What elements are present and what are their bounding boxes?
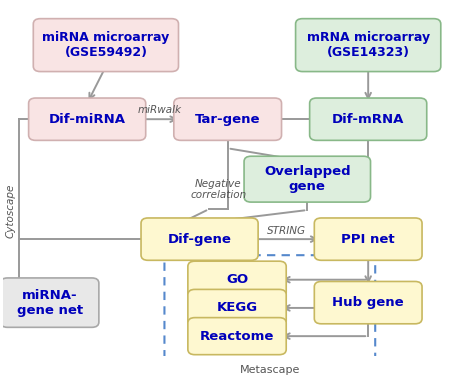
- FancyBboxPatch shape: [244, 156, 371, 202]
- Text: KEGG: KEGG: [217, 302, 257, 314]
- Text: STRING: STRING: [267, 226, 306, 237]
- Text: Tar-gene: Tar-gene: [195, 113, 260, 126]
- Text: Dif-mRNA: Dif-mRNA: [332, 113, 404, 126]
- FancyBboxPatch shape: [314, 218, 422, 260]
- FancyBboxPatch shape: [33, 19, 179, 71]
- Text: Cytoscape: Cytoscape: [6, 184, 16, 238]
- Text: Hub gene: Hub gene: [332, 296, 404, 309]
- Text: GO: GO: [226, 273, 248, 286]
- FancyBboxPatch shape: [188, 290, 286, 326]
- Text: mRNA microarray
(GSE14323): mRNA microarray (GSE14323): [307, 31, 430, 59]
- Text: Overlapped
gene: Overlapped gene: [264, 165, 351, 193]
- FancyBboxPatch shape: [310, 98, 427, 140]
- Text: Reactome: Reactome: [200, 330, 274, 343]
- FancyBboxPatch shape: [314, 282, 422, 324]
- Text: Negative
correlation: Negative correlation: [190, 179, 246, 200]
- Text: Dif-miRNA: Dif-miRNA: [49, 113, 126, 126]
- FancyBboxPatch shape: [296, 19, 441, 71]
- FancyBboxPatch shape: [188, 261, 286, 298]
- FancyBboxPatch shape: [174, 98, 282, 140]
- FancyBboxPatch shape: [0, 278, 99, 327]
- Text: Metascape: Metascape: [240, 365, 300, 375]
- FancyBboxPatch shape: [188, 318, 286, 355]
- Text: miRNA microarray
(GSE59492): miRNA microarray (GSE59492): [42, 31, 170, 59]
- Text: miRNA-
gene net: miRNA- gene net: [17, 289, 83, 317]
- Text: Dif-gene: Dif-gene: [168, 233, 231, 246]
- Text: miRwalk: miRwalk: [138, 105, 182, 115]
- FancyBboxPatch shape: [28, 98, 146, 140]
- Text: PPI net: PPI net: [341, 233, 395, 246]
- FancyBboxPatch shape: [141, 218, 258, 260]
